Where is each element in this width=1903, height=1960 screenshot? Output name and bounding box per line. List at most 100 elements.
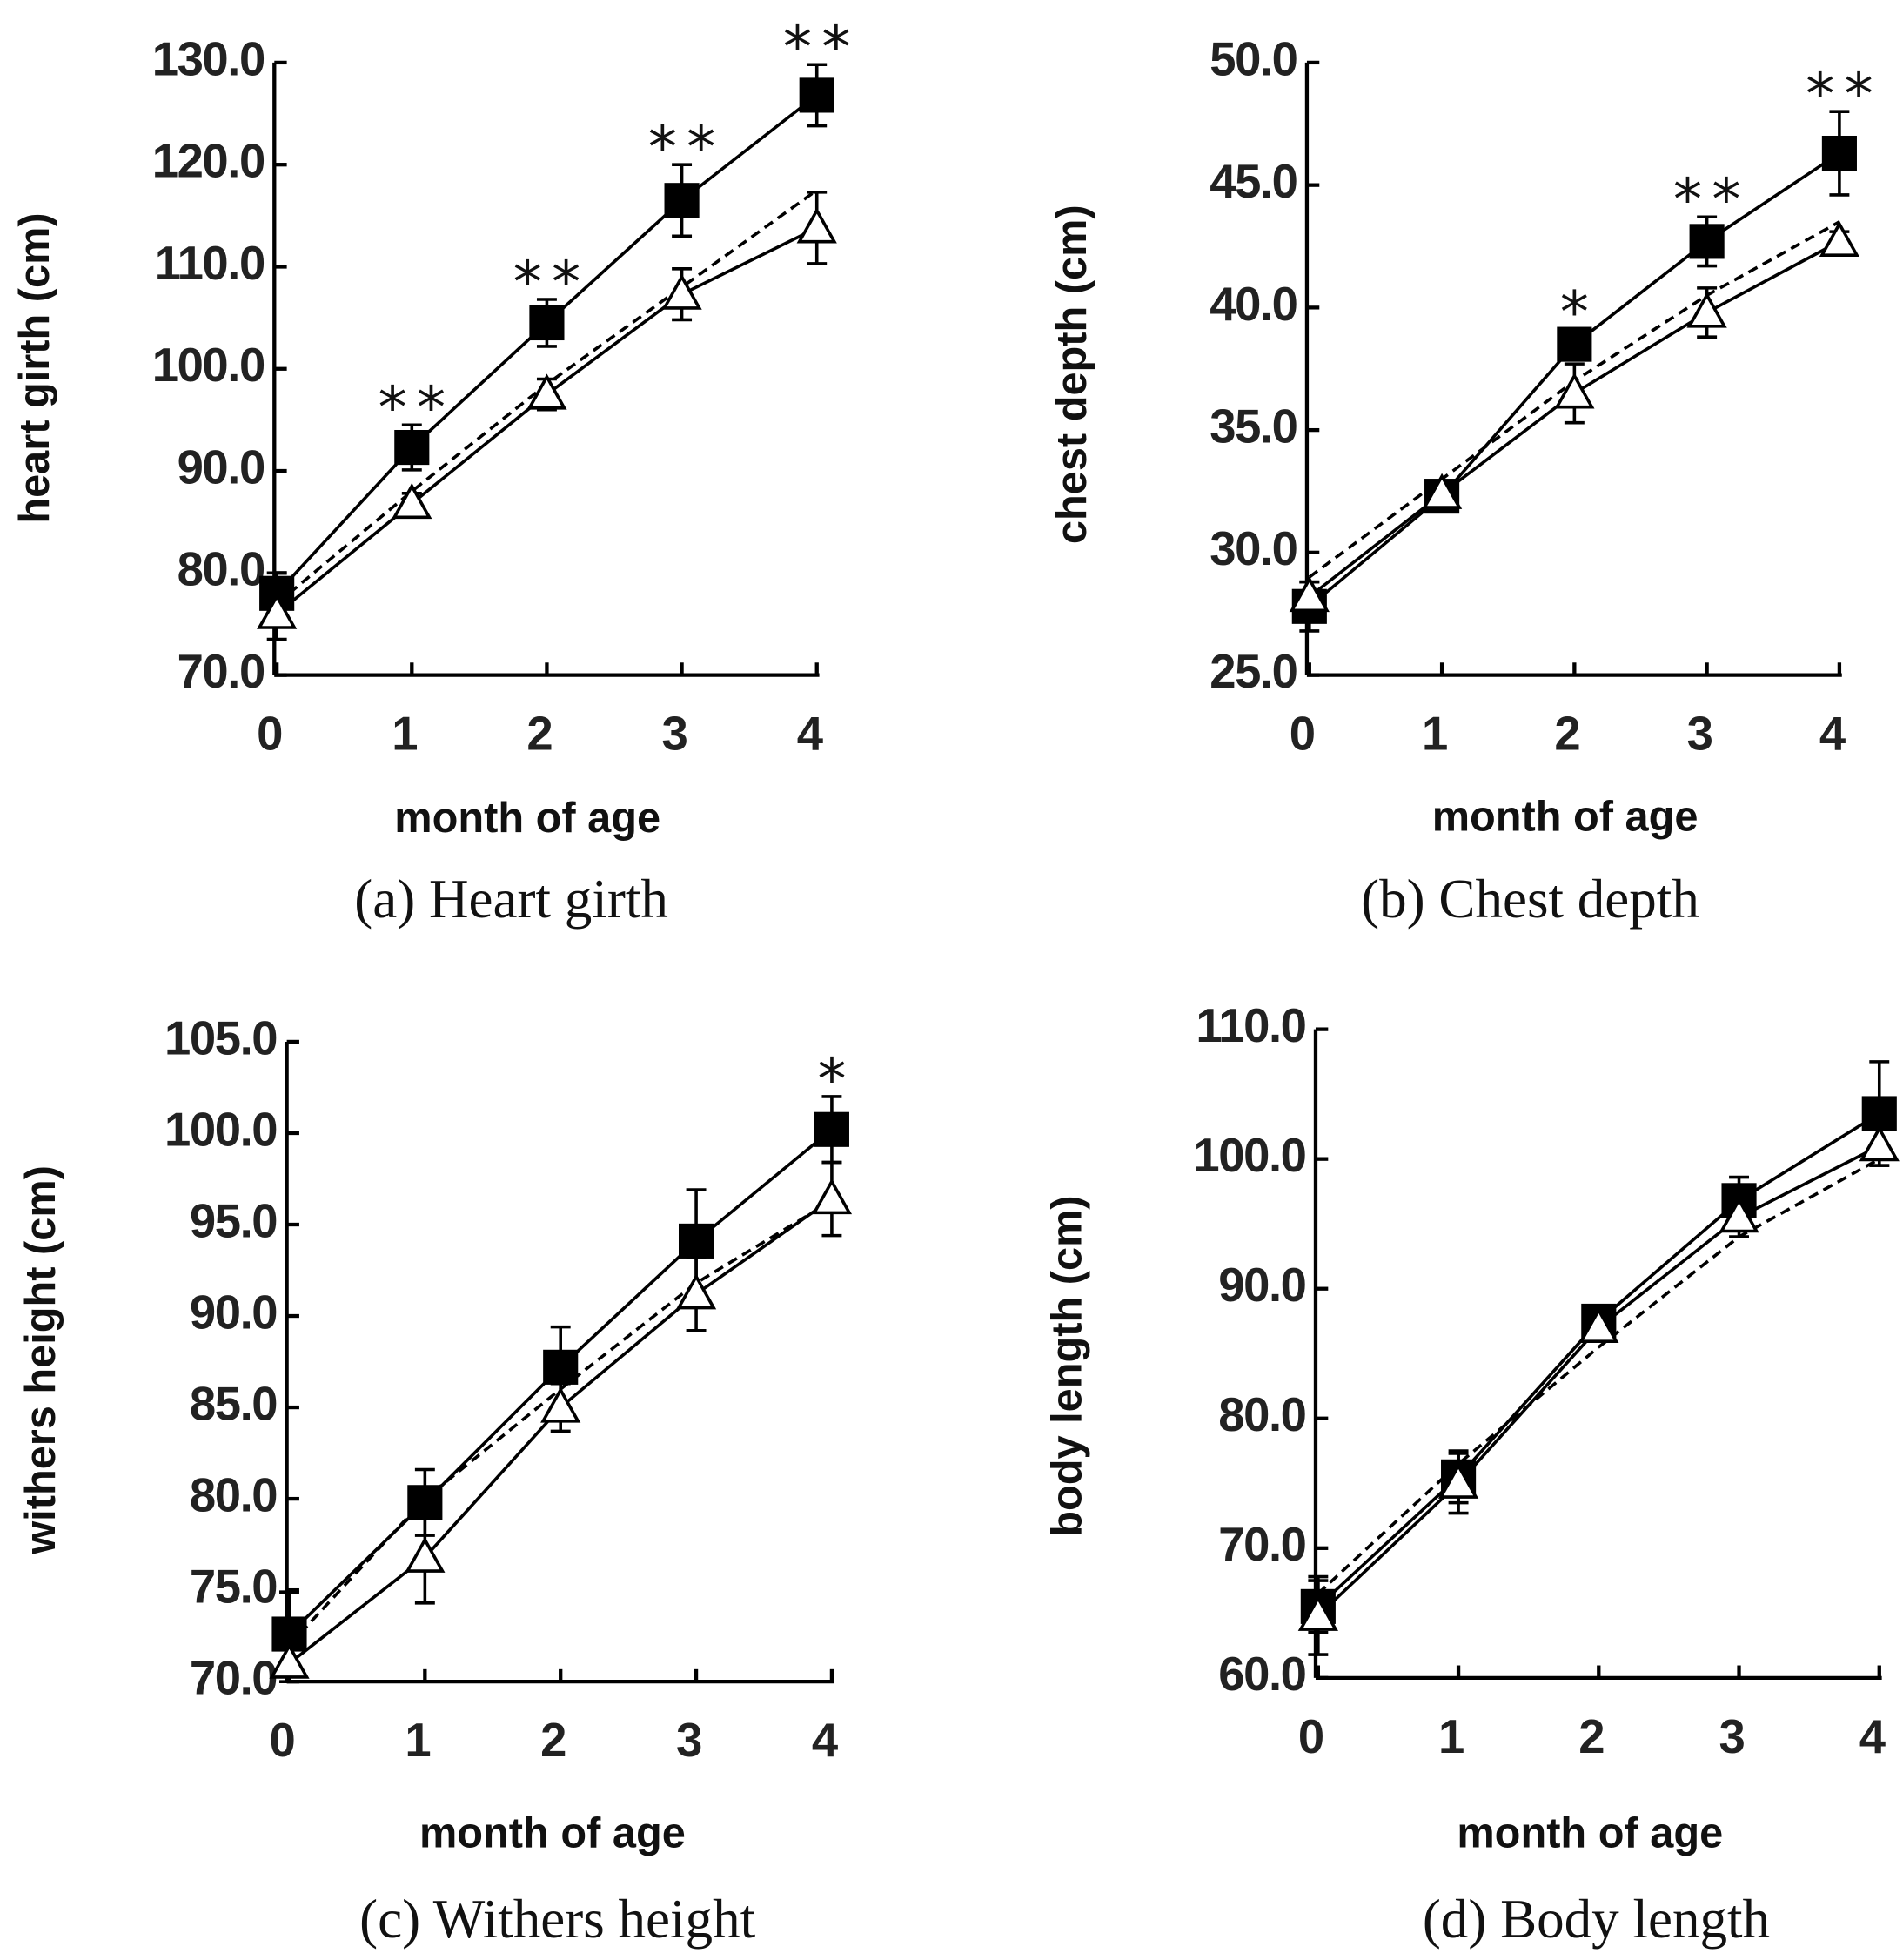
panel: 25.0 30.0 35.0 40.0 45.0 50.0 0 1 2 3 4 month of ag…: [1049, 32, 1883, 930]
x-tick-label: 4: [1859, 1710, 1886, 1763]
x-axis-label: month of age: [394, 795, 660, 842]
x-tick-label: 0: [269, 1714, 294, 1767]
significance-mark: *: [1560, 279, 1598, 346]
triangle-marker: [540, 1386, 581, 1423]
y-tick-label: 80.0: [178, 543, 265, 596]
x-axis-label: month of age: [419, 1810, 686, 1857]
x-tick-label: 3: [1719, 1710, 1745, 1763]
significance-mark: **: [648, 114, 726, 181]
y-tick-label: 90.0: [190, 1285, 277, 1339]
square-marker: [394, 429, 430, 466]
caption: (c) Withers height: [359, 1889, 755, 1950]
y-tick-label: 110.0: [155, 237, 265, 290]
series-line: [1317, 1144, 1880, 1617]
x-tick-label: 0: [257, 708, 282, 761]
y-tick-label: 30.0: [1209, 522, 1297, 575]
triangle-marker: [796, 207, 837, 244]
square-marker: [1821, 135, 1857, 171]
square-marker: [1689, 224, 1725, 259]
x-tick-label: 4: [797, 708, 823, 761]
y-tick-label: 110.0: [1196, 999, 1305, 1052]
triangle-marker: [257, 593, 298, 629]
square-marker: [664, 183, 700, 218]
significance-mark: **: [1806, 61, 1883, 128]
square-marker: [543, 1349, 579, 1385]
y-tick-label: 25.0: [1209, 645, 1297, 698]
y-tick-label: 100.0: [152, 339, 265, 392]
triangle-marker: [1719, 1196, 1759, 1233]
triangle-marker: [1437, 1462, 1479, 1499]
x-tick-label: 3: [1687, 708, 1712, 761]
x-tick-label: 4: [812, 1714, 838, 1767]
triangle-marker: [1859, 1125, 1900, 1162]
square-marker: [814, 1111, 849, 1147]
triangle-marker: [1289, 575, 1330, 613]
square-marker: [799, 77, 834, 113]
y-tick-label: 60.0: [1218, 1648, 1305, 1701]
y-tick-label: 70.0: [190, 1652, 277, 1705]
triangle-marker: [1421, 473, 1463, 509]
y-tick-label: 75.0: [190, 1561, 277, 1614]
triangle-marker: [526, 373, 567, 410]
significance-mark: **: [513, 249, 591, 316]
y-tick-label: 50.0: [1209, 32, 1297, 85]
y-tick-label: 90.0: [178, 440, 265, 493]
x-tick-label: 4: [1819, 708, 1846, 761]
significance-mark: **: [1673, 166, 1751, 233]
y-tick-label: 80.0: [1218, 1388, 1305, 1441]
triangle-marker: [1686, 292, 1727, 328]
x-tick-label: 3: [676, 1714, 701, 1767]
panel: 60.0 70.0 80.0 90.0 100.0 110.0 0 1 2 3 4 month of …: [1044, 999, 1900, 1950]
triangle-marker: [1578, 1306, 1619, 1343]
y-tick-label: 80.0: [190, 1468, 277, 1521]
panel: 70.0 80.0 90.0 100.0 110.0 120.0 130.0 0 1 2 3 4 mon…: [11, 14, 851, 930]
y-tick-label: 35.0: [1209, 400, 1297, 453]
triangle-marker: [1297, 1594, 1338, 1631]
x-axis-label: month of age: [1457, 1810, 1723, 1857]
y-tick-label: 95.0: [190, 1194, 277, 1247]
y-tick-label: 130.0: [152, 32, 265, 85]
y-tick-label: 100.0: [1193, 1129, 1305, 1182]
x-tick-label: 1: [1438, 1710, 1464, 1763]
caption: (a) Heart girth: [354, 869, 668, 930]
y-axis-label: chest depth (cm): [1049, 205, 1096, 544]
x-tick-label: 2: [540, 1714, 566, 1767]
y-tick-label: 100.0: [164, 1103, 277, 1156]
triangle-marker: [811, 1178, 853, 1215]
y-axis-label: heart girth (cm): [11, 212, 58, 523]
y-tick-label: 70.0: [178, 645, 265, 698]
triangle-marker: [1554, 373, 1595, 409]
caption: (b) Chest depth: [1361, 869, 1699, 930]
significance-mark: *: [817, 1046, 855, 1113]
y-tick-label: 70.0: [1218, 1518, 1305, 1571]
significance-mark: **: [379, 374, 456, 441]
y-axis-label: body length (cm): [1044, 1195, 1091, 1536]
x-tick-label: 1: [405, 1714, 430, 1767]
x-tick-label: 2: [526, 708, 552, 761]
x-tick-label: 2: [1554, 708, 1579, 761]
x-tick-label: 0: [1290, 708, 1315, 761]
caption: (d) Body length: [1423, 1889, 1770, 1950]
x-tick-label: 1: [1422, 708, 1447, 761]
y-tick-label: 105.0: [164, 1011, 277, 1064]
x-tick-label: 3: [662, 708, 687, 761]
y-tick-label: 90.0: [1218, 1259, 1305, 1312]
series-line: [1317, 1158, 1880, 1595]
square-marker: [1861, 1096, 1897, 1131]
triangle-marker: [1819, 220, 1860, 257]
triangle-marker: [269, 1642, 310, 1679]
triangle-marker: [675, 1273, 717, 1310]
x-tick-label: 1: [392, 708, 417, 761]
y-tick-label: 120.0: [152, 135, 265, 188]
x-axis-label: month of age: [1432, 794, 1699, 841]
triangle-marker: [405, 1536, 446, 1573]
y-axis-label: withers height (cm): [17, 1165, 64, 1555]
triangle-marker: [392, 482, 432, 520]
square-marker: [529, 305, 565, 341]
square-marker: [407, 1485, 443, 1520]
triangle-marker: [661, 273, 702, 310]
y-tick-label: 85.0: [190, 1377, 277, 1430]
x-tick-label: 0: [1298, 1710, 1323, 1763]
square-marker: [678, 1223, 714, 1259]
